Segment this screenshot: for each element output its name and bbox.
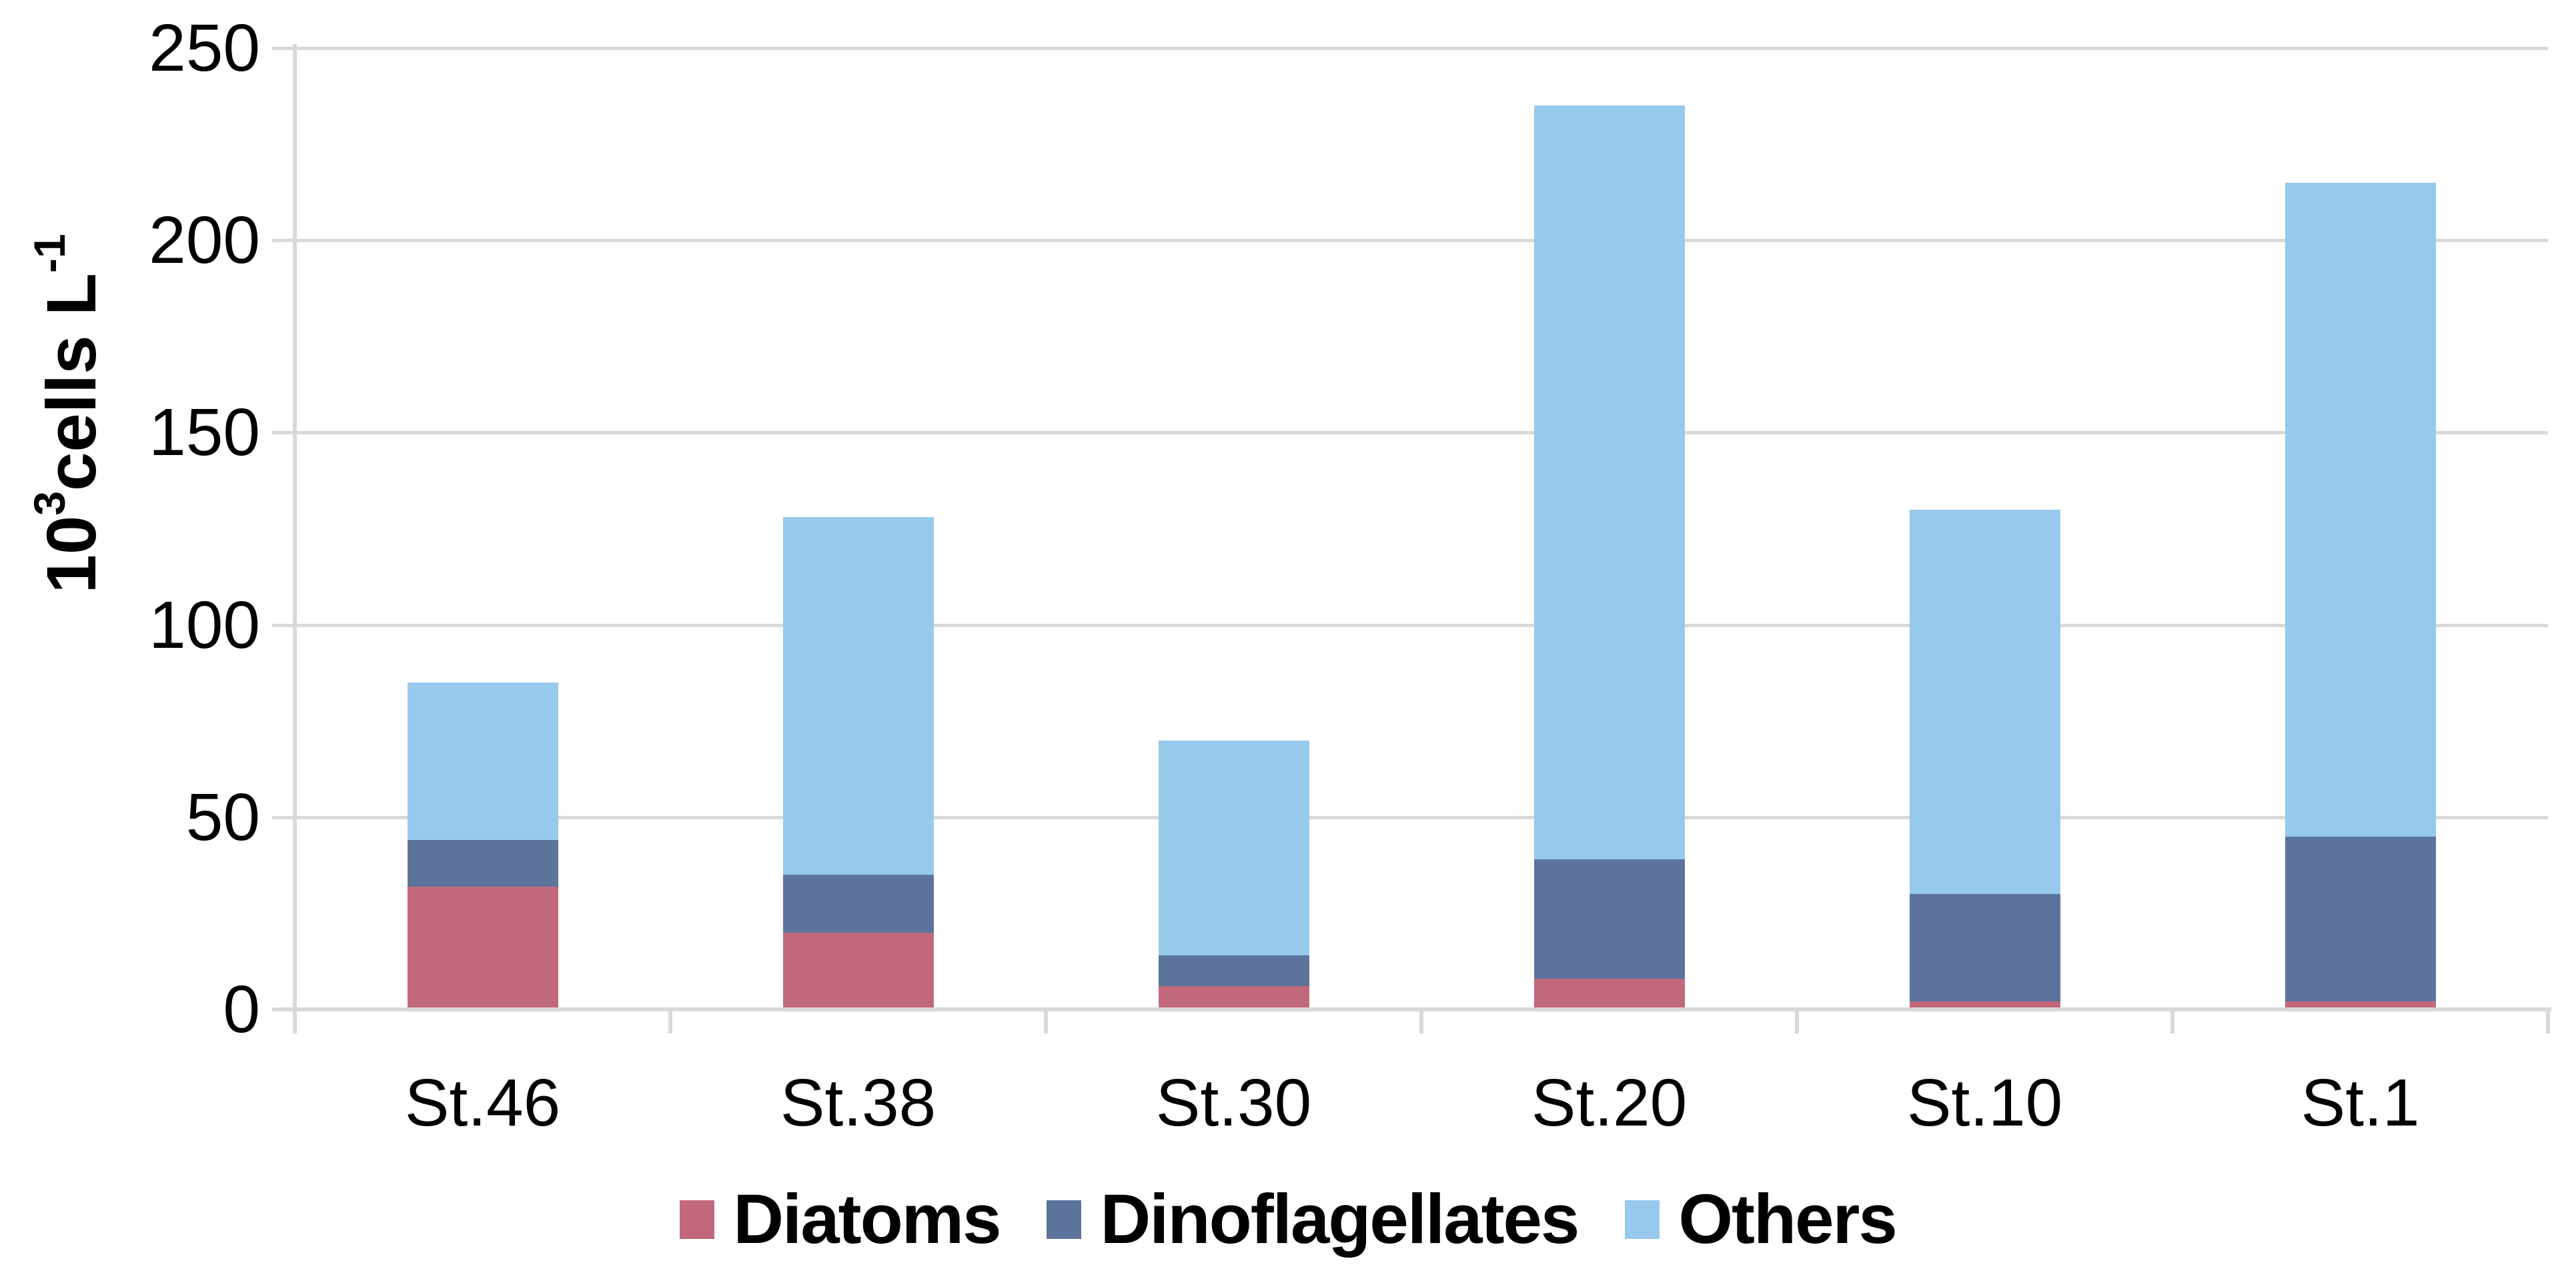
x-axis-tick [1419,1009,1423,1033]
y-axis-tick-150 [272,431,295,435]
bar-segment-diatoms-st1 [2285,1001,2436,1009]
bar-segment-diatoms-st20 [1533,978,1685,1009]
legend-swatch-diatoms [680,1200,715,1239]
x-axis-tick [1044,1009,1048,1033]
bar-st1 [2285,182,2436,1009]
plot-area [295,47,2548,1009]
legend: Diatoms Dinoflagellates Others [0,1180,2576,1260]
y-axis-tick-100 [272,623,295,627]
x-axis-label-st20: St.20 [1531,1065,1688,1140]
bar-st20 [1533,105,1685,1009]
y-tick-label-50: 50 [185,779,260,855]
gridline-150 [295,431,2548,435]
bar-segment-dinoflagellates-st10 [1909,894,2060,1002]
bar-segment-dinoflagellates-st1 [2285,836,2436,1002]
x-axis-tick [2546,1009,2550,1033]
bar-st10 [1909,509,2060,1009]
x-axis-label-st30: St.30 [1155,1065,1312,1140]
bar-segment-dinoflagellates-st38 [782,875,934,933]
x-axis-tick [1795,1009,1799,1033]
x-axis-label-st46: St.46 [404,1065,561,1140]
x-axis-label-st10: St.10 [1906,1065,2063,1140]
bar-segment-others-st30 [1158,740,1309,956]
bar-segment-diatoms-st38 [782,932,934,1009]
y-axis-tick-50 [272,815,295,819]
bar-segment-dinoflagellates-st20 [1533,859,1685,979]
legend-label-dinoflagellates: Dinoflagellates [1100,1180,1579,1258]
legend-swatch-dinoflagellates [1047,1200,1082,1239]
x-axis-tick [668,1009,672,1033]
bar-segment-others-st10 [1909,509,2060,895]
legend-label-diatoms: Diatoms [733,1180,1001,1258]
bar-segment-others-st38 [782,517,934,875]
bar-st38 [782,517,934,1009]
bar-segment-others-st20 [1533,105,1685,860]
legend-swatch-others [1625,1200,1660,1239]
bar-segment-diatoms-st46 [407,886,558,1009]
y-tick-label-0: 0 [223,972,260,1047]
bar-segment-others-st46 [407,683,558,841]
x-axis-line [273,1007,2551,1011]
y-tick-label-250: 250 [149,11,260,85]
y-tick-label-100: 100 [149,587,260,663]
legend-item-others: Others [1625,1180,1898,1260]
x-axis-label-st38: St.38 [780,1065,936,1140]
y-tick-label-150: 150 [149,395,260,470]
bar-st30 [1158,740,1309,1009]
y-axis-tick-200 [272,239,295,243]
bar-segment-dinoflagellates-st46 [407,840,558,887]
legend-item-diatoms: Diatoms [680,1180,1001,1260]
y-axis-title-base: 10 [33,515,111,594]
bar-segment-diatoms-st30 [1158,986,1309,1009]
gridline-100 [295,623,2548,627]
gridline-50 [295,815,2548,819]
y-axis-tick-250 [272,47,295,50]
bar-segment-diatoms-st10 [1909,1001,2060,1009]
legend-item-dinoflagellates: Dinoflagellates [1047,1180,1579,1260]
y-tick-label-200: 200 [149,203,260,278]
legend-label-others: Others [1678,1180,1897,1258]
bar-segment-dinoflagellates-st30 [1158,955,1309,987]
y-axis-line [293,44,297,1033]
bar-segment-others-st1 [2285,182,2436,837]
gridline-200 [295,239,2548,243]
x-axis-tick [2170,1009,2174,1033]
gridline-250 [295,47,2548,50]
x-axis-label-st1: St.1 [2301,1065,2420,1140]
bar-st46 [407,683,558,1009]
x-axis-tick [293,1009,297,1033]
y-axis-tick-0 [272,1008,295,1011]
